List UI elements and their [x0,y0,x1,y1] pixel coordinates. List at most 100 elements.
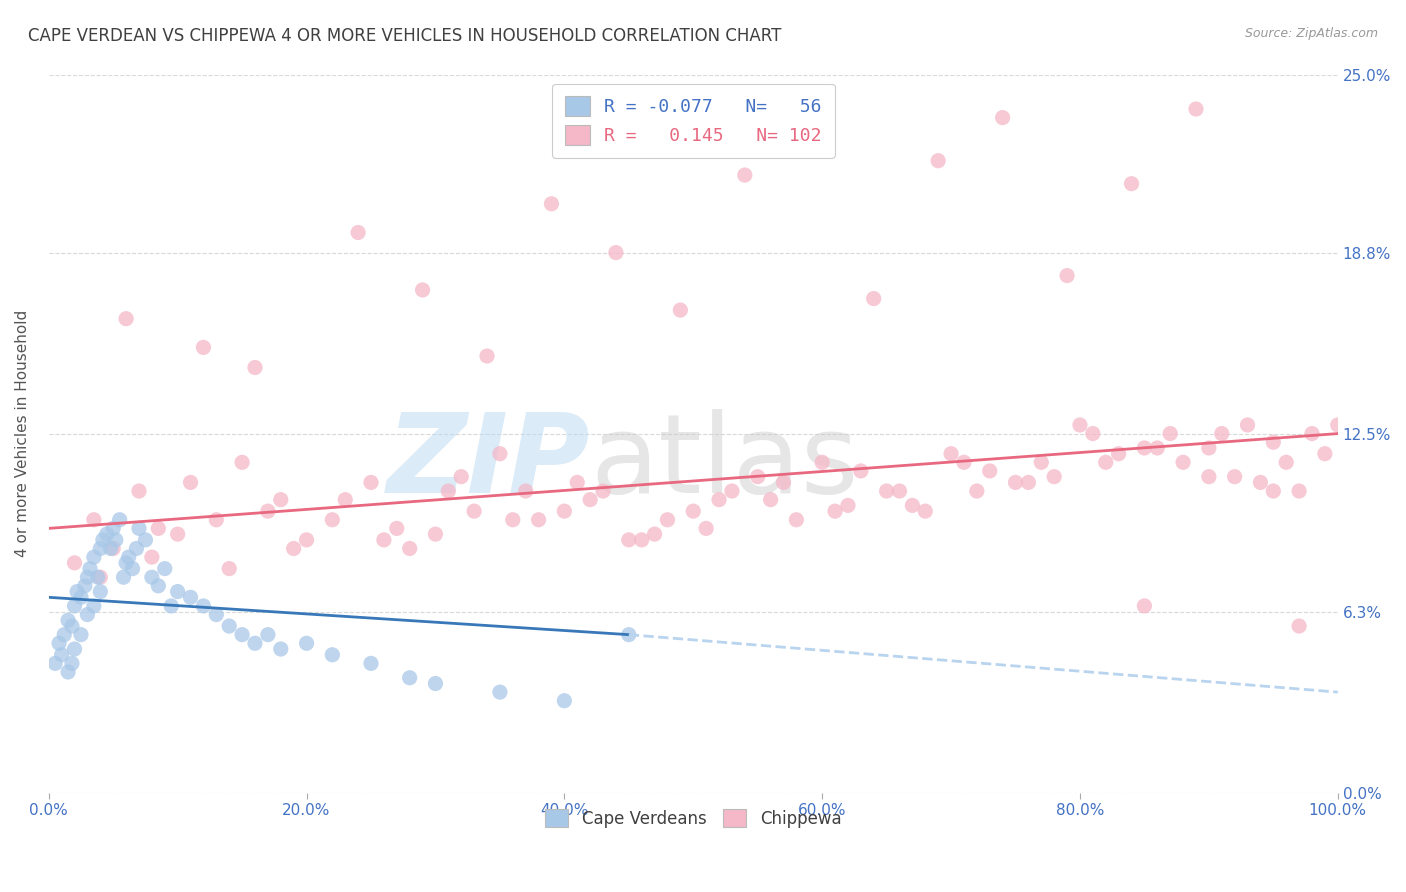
Point [108,513,131,527]
Point [60,657,83,671]
Point [63,642,86,657]
Point [243,360,266,375]
Point [89,584,111,599]
Point [166,584,188,599]
Point [118,550,141,565]
Point [1249,475,1271,490]
Point [385,521,408,535]
Point [759,492,782,507]
Point [553,694,575,708]
Point [76,570,98,584]
Point [747,469,769,483]
Point [257,628,280,642]
Point [425,676,447,690]
Point [1198,469,1220,483]
Point [785,513,807,527]
Point [605,245,627,260]
Point [1288,619,1310,633]
Point [630,533,652,547]
Point [373,533,395,547]
Point [295,533,318,547]
Point [475,349,498,363]
Point [53,628,76,642]
Point [1146,441,1168,455]
Point [991,111,1014,125]
Point [489,685,512,699]
Point [876,483,898,498]
Point [134,533,156,547]
Point [231,455,253,469]
Point [193,340,215,354]
Point [56,613,79,627]
Point [205,513,228,527]
Point [83,550,105,565]
Point [1263,483,1285,498]
Point [707,492,730,507]
Point [837,499,859,513]
Point [231,628,253,642]
Point [644,527,666,541]
Point [103,541,125,556]
Point [849,464,872,478]
Point [104,533,127,547]
Point [1313,447,1336,461]
Point [1121,177,1143,191]
Point [799,130,821,145]
Point [592,483,614,498]
Point [1017,475,1039,490]
Point [657,513,679,527]
Point [617,533,640,547]
Text: ZIP: ZIP [387,409,591,516]
Point [205,607,228,622]
Point [862,292,884,306]
Point [1185,102,1208,116]
Point [1198,441,1220,455]
Point [1301,426,1323,441]
Point [83,599,105,613]
Point [1133,599,1156,613]
Point [901,499,924,513]
Point [115,311,138,326]
Point [128,521,150,535]
Point [87,570,110,584]
Point [360,475,382,490]
Point [502,513,524,527]
Point [76,607,98,622]
Legend: Cape Verdeans, Chippewa: Cape Verdeans, Chippewa [538,803,848,835]
Point [914,504,936,518]
Point [141,570,163,584]
Point [1326,417,1348,432]
Point [889,483,911,498]
Point [437,483,460,498]
Point [1159,426,1181,441]
Point [270,642,292,657]
Point [60,619,83,633]
Point [56,665,79,679]
Point [73,579,96,593]
Point [148,579,170,593]
Point [83,513,105,527]
Point [412,283,434,297]
Point [335,492,357,507]
Point [112,570,135,584]
Point [89,570,111,584]
Point [1069,417,1091,432]
Text: Source: ZipAtlas.com: Source: ZipAtlas.com [1244,27,1378,40]
Point [347,226,370,240]
Point [141,550,163,565]
Point [489,447,512,461]
Point [51,648,73,662]
Point [540,196,562,211]
Point [180,475,202,490]
Point [193,599,215,613]
Point [579,492,602,507]
Point [63,556,86,570]
Point [89,541,111,556]
Point [360,657,382,671]
Point [128,483,150,498]
Point [243,636,266,650]
Point [1275,455,1298,469]
Point [66,584,89,599]
Point [115,556,138,570]
Point [70,591,93,605]
